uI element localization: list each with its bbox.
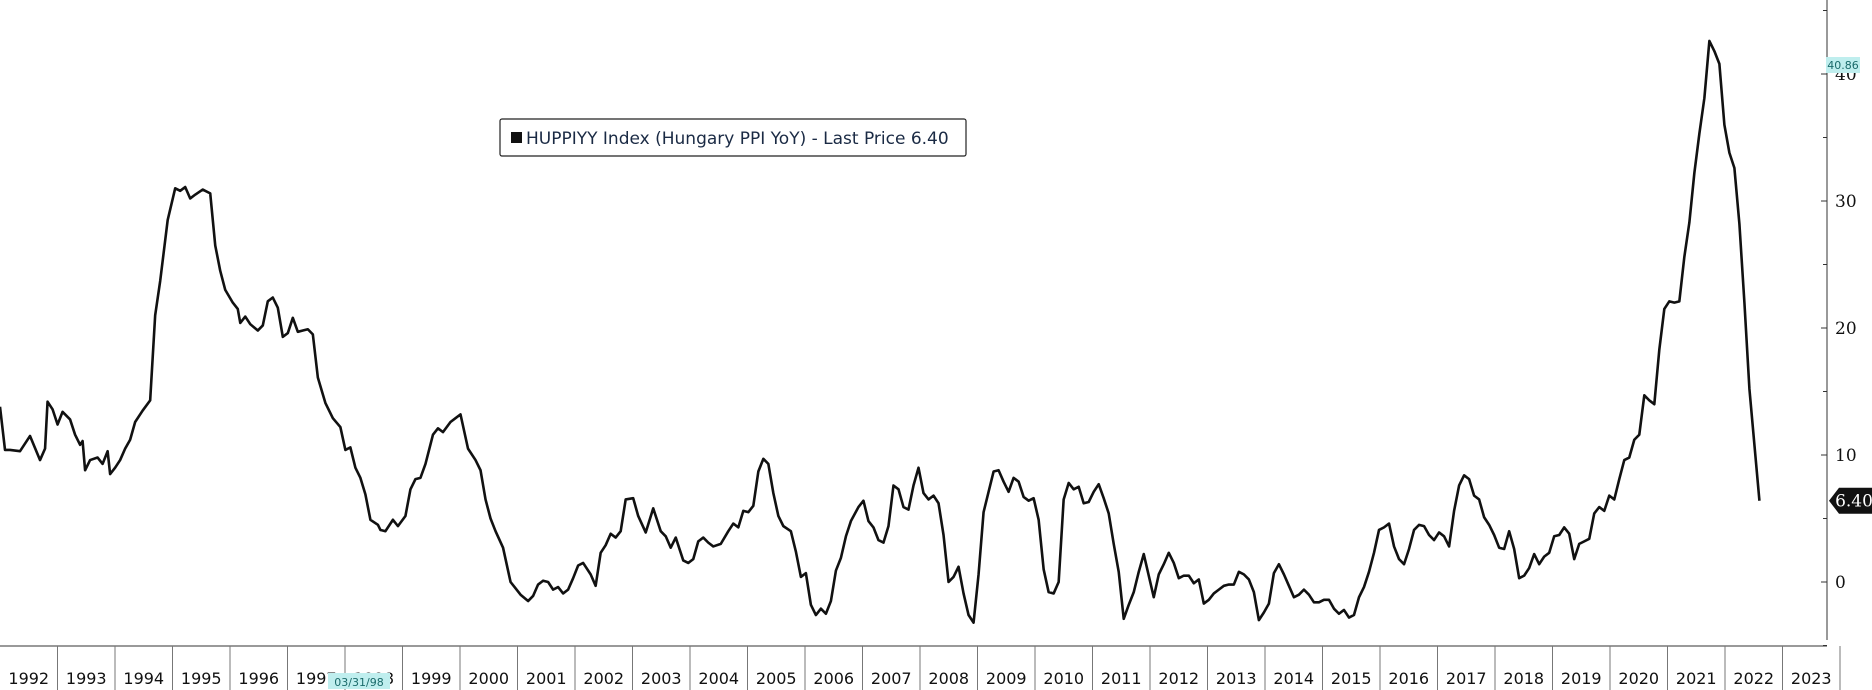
x-tick-label: 2008 xyxy=(928,669,969,688)
x-tick-label: 2002 xyxy=(583,669,624,688)
x-tick-label: 1994 xyxy=(123,669,164,688)
x-tick-label: 2023 xyxy=(1791,669,1832,688)
date-tag-text: 03/31/98 xyxy=(334,676,383,689)
x-tick-label: 1995 xyxy=(181,669,222,688)
x-tick-label: 1997 xyxy=(296,669,337,688)
x-tick-label: 2003 xyxy=(641,669,682,688)
x-tick-label: 2014 xyxy=(1273,669,1314,688)
max-value-tag-bg xyxy=(1826,57,1860,73)
series-line-huppiyy xyxy=(0,39,1761,624)
x-tick-label: 2005 xyxy=(756,669,797,688)
last-price-marker-bg xyxy=(1829,487,1872,514)
x-tick-label: 2001 xyxy=(526,669,567,688)
legend: HUPPIYY Index (Hungary PPI YoY) - Last P… xyxy=(499,118,967,157)
x-tick-label: 2009 xyxy=(986,669,1027,688)
x-tick-label: 2019 xyxy=(1561,669,1602,688)
date-tag-bg xyxy=(328,673,390,689)
max-value-tag-text: 40.86 xyxy=(1827,59,1859,72)
x-tick-label: 2011 xyxy=(1101,669,1142,688)
x-tick-label: 2007 xyxy=(871,669,912,688)
x-tick-label: 2013 xyxy=(1216,669,1257,688)
max-value-tag: 40.86 xyxy=(1826,57,1860,73)
x-tick-label: 1996 xyxy=(238,669,279,688)
y-tick-label: 20 xyxy=(1835,319,1857,339)
x-tick-label: 2004 xyxy=(698,669,739,688)
x-tick-label: 2015 xyxy=(1331,669,1372,688)
x-axis: 1992199319941995199619971998199920002001… xyxy=(8,646,1841,690)
legend-swatch xyxy=(511,132,522,143)
x-tick-label: 2020 xyxy=(1618,669,1659,688)
y-tick-label: 0 xyxy=(1835,573,1846,593)
y-tick-label: 10 xyxy=(1835,446,1857,466)
x-tick-label: 2022 xyxy=(1733,669,1774,688)
x-tick-label: 1992 xyxy=(8,669,49,688)
y-tick-label: 30 xyxy=(1835,192,1857,212)
x-tick-label: 2017 xyxy=(1446,669,1487,688)
x-tick-label: 2016 xyxy=(1388,669,1429,688)
x-tick-label: 1999 xyxy=(411,669,452,688)
x-tick-label: 2010 xyxy=(1043,669,1084,688)
series-layer xyxy=(0,39,1761,624)
x-tick-label: 2012 xyxy=(1158,669,1199,688)
legend-box xyxy=(499,118,967,157)
legend-label: HUPPIYY Index (Hungary PPI YoY) - Last P… xyxy=(526,129,949,149)
x-tick-label: 2000 xyxy=(468,669,509,688)
last-price-marker-text: 6.40 xyxy=(1835,492,1872,512)
date-tag: 03/31/98 xyxy=(328,673,390,689)
x-tick-label: 2006 xyxy=(813,669,854,688)
x-tick-label: 2021 xyxy=(1676,669,1717,688)
x-tick-label: 1993 xyxy=(66,669,107,688)
last-price-marker: 6.40 xyxy=(1829,487,1872,514)
x-tick-label: 2018 xyxy=(1503,669,1544,688)
